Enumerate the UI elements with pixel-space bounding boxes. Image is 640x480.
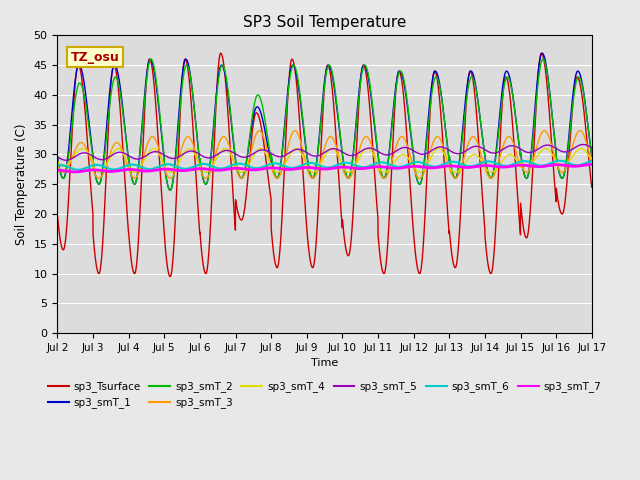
sp3_smT_6 <box>588 158 595 164</box>
sp3_smT_3 <box>387 165 394 170</box>
sp3_smT_1 <box>54 153 61 158</box>
sp3_smT_3 <box>203 175 211 181</box>
sp3_smT_2 <box>168 183 176 189</box>
sp3_smT_6 <box>386 162 394 168</box>
sp3_smT_4 <box>54 158 61 164</box>
sp3_smT_1 <box>386 142 394 147</box>
sp3_smT_4 <box>377 168 385 174</box>
Title: SP3 Soil Temperature: SP3 Soil Temperature <box>243 15 406 30</box>
sp3_smT_6 <box>203 161 211 167</box>
sp3_smT_1 <box>168 183 176 189</box>
sp3_smT_4 <box>79 145 86 151</box>
sp3_smT_1 <box>537 52 545 58</box>
sp3_Tsurface <box>166 274 174 279</box>
sp3_smT_2 <box>588 152 595 157</box>
sp3_smT_3 <box>538 131 545 137</box>
sp3_smT_4 <box>203 169 211 175</box>
sp3_smT_5 <box>168 156 176 161</box>
sp3_smT_3 <box>255 128 263 133</box>
Line: sp3_smT_7: sp3_smT_7 <box>58 164 592 172</box>
sp3_smT_5 <box>588 145 596 151</box>
sp3_smT_3 <box>54 162 61 168</box>
sp3_smT_3 <box>377 172 385 178</box>
Line: sp3_smT_2: sp3_smT_2 <box>58 59 592 190</box>
Text: TZ_osu: TZ_osu <box>71 51 120 64</box>
sp3_smT_7 <box>54 168 61 173</box>
sp3_Tsurface <box>387 198 394 204</box>
Line: sp3_Tsurface: sp3_Tsurface <box>58 53 592 276</box>
sp3_smT_6 <box>556 158 563 164</box>
sp3_smT_7 <box>72 169 79 175</box>
sp3_smT_6 <box>74 167 82 173</box>
sp3_smT_6 <box>588 158 596 164</box>
sp3_smT_2 <box>588 153 596 158</box>
sp3_smT_1 <box>166 187 174 193</box>
sp3_smT_2 <box>377 168 385 174</box>
sp3_smT_1 <box>538 50 546 56</box>
sp3_smT_7 <box>588 161 596 167</box>
sp3_Tsurface <box>203 269 211 275</box>
sp3_smT_4 <box>588 158 595 164</box>
sp3_smT_2 <box>203 180 211 186</box>
sp3_smT_7 <box>377 164 385 169</box>
sp3_smT_2 <box>147 56 155 62</box>
sp3_Tsurface <box>588 184 596 190</box>
sp3_smT_2 <box>166 187 174 193</box>
sp3_Tsurface <box>168 266 176 272</box>
sp3_smT_4 <box>588 158 596 164</box>
Y-axis label: Soil Temperature (C): Soil Temperature (C) <box>15 123 28 245</box>
sp3_smT_6 <box>54 163 61 168</box>
sp3_smT_7 <box>386 165 394 171</box>
sp3_Tsurface <box>588 183 595 189</box>
Line: sp3_smT_6: sp3_smT_6 <box>58 161 592 170</box>
sp3_smT_6 <box>377 159 385 165</box>
sp3_Tsurface <box>217 50 225 56</box>
sp3_smT_5 <box>386 152 394 157</box>
sp3_smT_4 <box>95 169 103 175</box>
sp3_Tsurface <box>377 259 385 264</box>
X-axis label: Time: Time <box>311 359 339 369</box>
sp3_smT_2 <box>538 59 545 65</box>
sp3_smT_3 <box>95 175 103 181</box>
Legend: sp3_Tsurface, sp3_smT_1, sp3_smT_2, sp3_smT_3, sp3_smT_4, sp3_smT_5, sp3_smT_6, : sp3_Tsurface, sp3_smT_1, sp3_smT_2, sp3_… <box>44 377 606 412</box>
sp3_smT_6 <box>168 162 176 168</box>
sp3_smT_2 <box>54 155 61 161</box>
sp3_Tsurface <box>538 50 545 56</box>
sp3_smT_2 <box>387 143 394 148</box>
sp3_smT_4 <box>168 169 176 175</box>
sp3_smT_7 <box>537 164 545 169</box>
sp3_smT_5 <box>203 155 211 161</box>
sp3_smT_7 <box>168 167 176 172</box>
sp3_smT_1 <box>588 153 596 158</box>
sp3_smT_1 <box>588 152 595 157</box>
sp3_smT_3 <box>588 158 596 164</box>
sp3_smT_6 <box>537 163 545 168</box>
sp3_smT_5 <box>54 154 61 160</box>
sp3_smT_7 <box>588 161 595 167</box>
sp3_smT_5 <box>62 157 70 163</box>
sp3_smT_1 <box>203 180 211 186</box>
sp3_smT_5 <box>537 144 545 150</box>
Line: sp3_smT_1: sp3_smT_1 <box>58 53 592 190</box>
sp3_smT_4 <box>387 166 394 171</box>
sp3_smT_3 <box>588 158 595 164</box>
sp3_smT_7 <box>203 166 211 172</box>
sp3_Tsurface <box>54 212 61 218</box>
Line: sp3_smT_5: sp3_smT_5 <box>58 144 592 160</box>
sp3_smT_5 <box>588 145 595 151</box>
sp3_smT_5 <box>377 150 385 156</box>
Line: sp3_smT_3: sp3_smT_3 <box>58 131 592 178</box>
sp3_smT_3 <box>168 174 176 180</box>
sp3_smT_4 <box>538 148 545 154</box>
sp3_smT_5 <box>579 142 587 147</box>
Line: sp3_smT_4: sp3_smT_4 <box>58 148 592 172</box>
sp3_smT_1 <box>377 168 385 174</box>
